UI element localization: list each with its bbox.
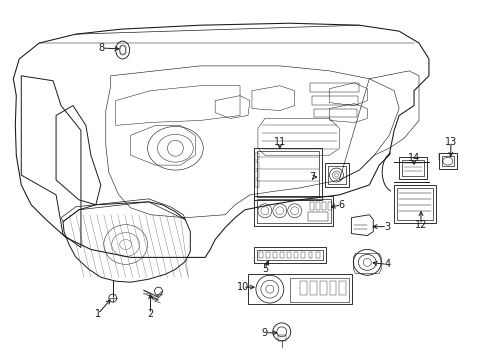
Bar [254, 180, 258, 187]
Bar [315, 252, 319, 258]
Bar [438, 153, 456, 169]
Text: 3: 3 [384, 222, 389, 231]
Bar [327, 202, 331, 210]
Text: 10: 10 [236, 282, 248, 292]
Bar [254, 171, 258, 178]
Text: 5: 5 [261, 264, 267, 274]
Bar [301, 252, 305, 258]
Bar [120, 46, 125, 54]
Text: 13: 13 [444, 137, 456, 147]
Bar [321, 202, 325, 210]
Text: 1: 1 [95, 309, 101, 319]
Bar [289, 278, 349, 302]
Bar [319, 281, 326, 295]
Bar [315, 202, 319, 210]
Bar [256, 151, 318, 197]
Bar [307, 212, 327, 221]
Bar [309, 281, 316, 295]
Text: 6: 6 [338, 200, 344, 210]
Bar [254, 153, 258, 160]
Bar [247, 274, 352, 304]
Text: 12: 12 [414, 220, 427, 230]
Bar [280, 252, 284, 258]
Bar [294, 252, 298, 258]
Bar [253, 196, 333, 226]
Bar [339, 281, 346, 295]
Bar [329, 281, 336, 295]
Text: 9: 9 [261, 328, 267, 338]
Text: 4: 4 [384, 259, 389, 269]
Bar [253, 148, 321, 200]
Bar [256, 199, 330, 223]
Bar [308, 252, 312, 258]
Bar [286, 252, 291, 258]
Bar [265, 252, 269, 258]
Bar [393, 185, 435, 223]
Bar [253, 247, 325, 264]
Text: 14: 14 [407, 153, 419, 163]
Text: 2: 2 [147, 309, 153, 319]
Bar [327, 166, 346, 184]
Bar [258, 252, 263, 258]
Bar [441, 156, 453, 166]
Bar [256, 251, 322, 260]
Bar [324, 163, 349, 187]
Text: 8: 8 [99, 43, 104, 53]
Bar [272, 252, 277, 258]
Bar [277, 335, 285, 341]
Bar [254, 162, 258, 169]
Bar [299, 281, 306, 295]
Bar [309, 202, 313, 210]
Text: 7: 7 [309, 172, 315, 182]
Text: 11: 11 [273, 137, 285, 147]
Bar [401, 160, 423, 176]
Bar [396, 188, 432, 220]
Bar [398, 157, 426, 179]
